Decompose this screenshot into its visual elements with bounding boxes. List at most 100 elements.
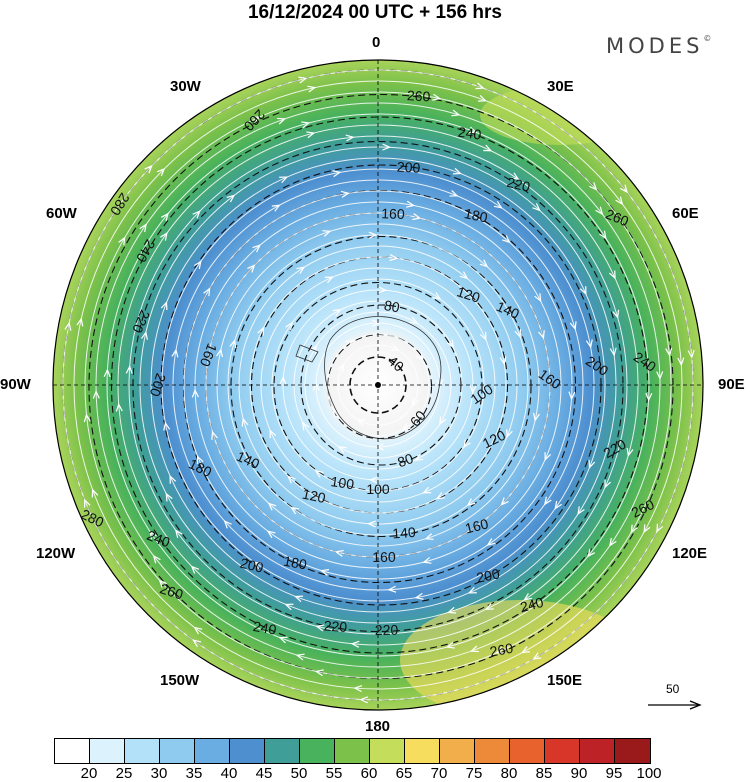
colorbar-swatch — [475, 739, 510, 763]
streamline-arrowhead — [319, 569, 330, 576]
colorbar-tick-label: 20 — [80, 765, 98, 782]
contour-label: 260 — [158, 580, 185, 603]
streamline-arrowhead — [378, 286, 388, 294]
contour-label: 240 — [457, 124, 483, 143]
streamline-arrowhead — [139, 223, 147, 233]
streamline-arrowhead — [307, 85, 317, 93]
contour-ring — [132, 140, 624, 633]
lon-label-60w: 60W — [46, 205, 77, 222]
streamline-arrowhead — [543, 496, 552, 506]
streamline-arrowhead — [451, 109, 461, 117]
streamline-arrowhead — [469, 385, 477, 395]
contour-label: 220 — [375, 622, 399, 638]
streamline-arrowhead — [432, 93, 442, 101]
streamline-arrowhead — [510, 172, 520, 180]
streamline-arrowhead — [612, 309, 620, 319]
streamline-arrowhead — [279, 176, 289, 184]
streamline-arrowhead — [332, 309, 342, 317]
streamline-arrowhead — [160, 212, 169, 222]
streamline-arrowhead — [278, 636, 288, 644]
reference-vector-arrow — [648, 700, 702, 710]
lon-label-180: 180 — [365, 718, 391, 735]
streamline-arrowhead — [409, 316, 419, 324]
streamline-arrowhead — [449, 190, 459, 197]
streamline-arrowhead — [414, 592, 424, 600]
streamline-arrowhead — [656, 523, 664, 533]
streamline-arrowhead — [92, 389, 100, 399]
colorbar-swatch — [195, 739, 230, 763]
streamline-arrowhead — [588, 459, 596, 469]
contour-label: 160 — [372, 549, 396, 565]
streamline-arrowhead — [424, 533, 434, 540]
streamline-arrowhead — [587, 548, 596, 558]
colorbar-tick-label: 60 — [360, 765, 378, 782]
lon-label-60e: 60E — [672, 205, 699, 222]
streamline-arrowhead — [479, 259, 489, 268]
streamline-arrowhead — [192, 639, 202, 648]
colorbar-swatch — [440, 739, 475, 763]
streamline-arrowhead — [620, 184, 628, 194]
streamline-arrowhead — [340, 190, 350, 198]
south-pole-marker — [375, 382, 381, 388]
streamline-arrowhead — [266, 530, 276, 539]
streamline-arrowhead — [91, 488, 99, 498]
streamline-arrowhead — [554, 500, 562, 510]
streamline-arrowhead — [287, 475, 296, 484]
streamline-arrowhead — [484, 603, 494, 610]
contour-label: 260 — [489, 640, 515, 660]
brand-name: MODES — [606, 34, 704, 58]
streamline-arrowhead — [160, 231, 168, 241]
streamline-arrowhead — [160, 301, 168, 311]
contour-ring — [230, 235, 532, 538]
colorbar-swatch — [125, 739, 160, 763]
streamline-arrowhead — [390, 344, 400, 351]
streamline-arrowhead — [191, 388, 199, 398]
streamline-arrowhead — [387, 585, 397, 593]
streamline-arrowhead — [532, 652, 542, 660]
streamline-arrowhead — [149, 530, 157, 540]
lon-label-30e: 30E — [547, 78, 574, 95]
streamline-arrowhead — [579, 286, 587, 296]
streamline-arrowhead — [163, 421, 171, 431]
streamline-arrowhead — [382, 143, 392, 151]
streamline-arrowhead — [334, 549, 344, 557]
streamline-arrowhead — [372, 319, 381, 327]
contour-label: 80 — [395, 450, 415, 470]
contour-label: 120 — [455, 283, 482, 306]
streamline-arrowhead — [337, 446, 347, 454]
streamline-arrowhead — [500, 497, 509, 506]
streamline-arrowhead — [345, 339, 355, 348]
streamline-arrowhead — [295, 653, 305, 661]
lon-label-90e: 90E — [718, 376, 745, 393]
colorbar-tick-label: 30 — [150, 765, 168, 782]
streamline-arrowhead — [534, 293, 542, 303]
streamline-arrowhead — [435, 492, 445, 500]
streamline-arrowhead — [269, 429, 277, 439]
streamline-arrowhead — [463, 439, 471, 449]
streamline-arrowhead — [196, 455, 204, 465]
contour-label: 200 — [239, 555, 266, 576]
streamline-arrowhead — [466, 498, 476, 507]
colorbar-swatch — [230, 739, 265, 763]
reference-vector-label: 50 — [666, 682, 680, 696]
contour-label: 160 — [381, 205, 405, 222]
streamline-arrowhead — [609, 347, 617, 357]
streamline-arrowhead — [599, 230, 607, 240]
streamline-arrowhead — [446, 339, 454, 349]
streamline-arrowhead — [203, 287, 211, 297]
streamline-arrowhead — [315, 624, 325, 632]
streamline-arrowhead — [595, 206, 604, 216]
colorbar-tick-label: 55 — [325, 765, 343, 782]
colorbar-swatch — [615, 739, 650, 763]
streamline-arrowhead — [284, 603, 294, 611]
streamline-arrowhead — [324, 276, 334, 284]
streamline-arrowhead — [165, 492, 173, 502]
streamline-arrowhead — [568, 391, 576, 401]
streamline-arrowhead — [439, 416, 447, 426]
streamline-arrowhead — [241, 417, 249, 427]
streamline-arrowhead — [486, 538, 496, 546]
contour-label: 200 — [397, 159, 421, 176]
colorbar-tick-label: 35 — [185, 765, 203, 782]
contour-ring — [88, 93, 674, 680]
streamline-arrowhead — [406, 200, 416, 208]
